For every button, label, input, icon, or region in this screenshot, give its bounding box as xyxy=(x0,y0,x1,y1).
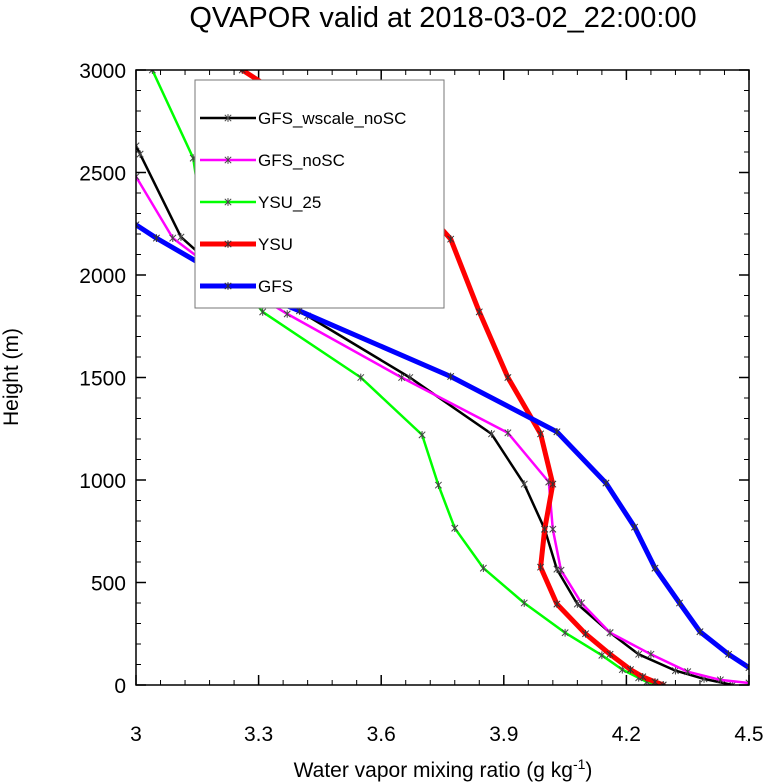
legend-label: YSU_25 xyxy=(258,193,321,212)
data-point-marker xyxy=(447,235,455,243)
legend-label: GFS xyxy=(258,277,293,296)
data-point-marker xyxy=(598,651,606,660)
x-tick-label: 4.5 xyxy=(734,723,763,746)
data-point-marker xyxy=(659,681,667,685)
data-point-marker xyxy=(169,234,177,242)
x-tick-label: 3.3 xyxy=(244,723,273,746)
data-point-marker xyxy=(716,676,724,684)
data-point-marker xyxy=(224,114,232,122)
data-point-marker xyxy=(136,150,144,158)
data-point-marker xyxy=(602,479,610,487)
data-point-marker xyxy=(684,667,692,676)
legend-label: GFS_wscale_noSC xyxy=(258,109,406,128)
data-point-marker xyxy=(504,429,512,437)
chart-title: QVAPOR valid at 2018-03-02_22:00:00 xyxy=(189,2,696,34)
data-point-marker xyxy=(283,310,291,318)
data-point-marker xyxy=(606,628,614,637)
data-point-marker xyxy=(398,373,406,382)
data-point-marker xyxy=(479,564,487,572)
x-tick-label: 3.9 xyxy=(489,723,518,746)
y-tick-label: 1500 xyxy=(79,368,126,391)
data-point-marker xyxy=(357,373,365,382)
data-point-marker xyxy=(577,599,586,607)
data-point-marker xyxy=(418,431,426,439)
x-tick-label: 3.6 xyxy=(367,723,396,746)
data-point-marker xyxy=(725,650,733,659)
data-point-marker xyxy=(606,650,614,659)
legend-item: YSU_25 xyxy=(200,193,321,212)
y-tick-label: 1000 xyxy=(79,470,126,493)
data-point-marker xyxy=(434,481,442,489)
data-point-marker xyxy=(136,172,140,181)
data-point-marker xyxy=(745,679,749,685)
legend-item: YSU xyxy=(200,235,293,254)
data-point-marker xyxy=(520,599,528,607)
data-point-marker xyxy=(537,563,545,571)
data-point-marker xyxy=(224,198,232,206)
data-point-marker xyxy=(581,629,590,638)
data-point-marker xyxy=(152,234,160,242)
data-point-marker xyxy=(647,650,655,659)
y-tick-label: 2500 xyxy=(79,163,126,186)
data-point-marker xyxy=(451,524,459,533)
data-point-marker xyxy=(671,666,679,675)
data-point-marker xyxy=(745,663,749,672)
data-point-marker xyxy=(696,627,704,636)
data-point-marker xyxy=(549,480,557,488)
data-point-marker xyxy=(635,650,643,659)
data-point-marker xyxy=(553,565,561,574)
y-tick-label: 2000 xyxy=(79,265,126,288)
data-point-marker xyxy=(557,566,565,575)
data-point-marker xyxy=(224,240,232,248)
data-point-marker xyxy=(553,427,561,436)
series-line xyxy=(239,70,666,685)
legend: GFS_wscale_noSC GFS_noSC YSU_25 YSU GFS xyxy=(194,79,445,309)
x-tick-label: 3 xyxy=(130,723,142,746)
legend-label: YSU xyxy=(258,235,293,254)
data-point-marker xyxy=(475,308,483,316)
legend-item: GFS xyxy=(200,277,293,296)
data-point-marker xyxy=(148,70,156,74)
data-point-marker xyxy=(549,525,557,534)
x-axis-label: Water vapor mixing ratio (g kg-1) xyxy=(294,756,593,782)
data-point-marker xyxy=(224,282,232,290)
data-point-marker xyxy=(259,308,267,316)
data-point-marker xyxy=(238,70,246,74)
data-point-marker xyxy=(553,600,561,608)
y-axis-label: Height (m) xyxy=(0,328,23,426)
series-YSU xyxy=(238,70,667,685)
data-point-marker xyxy=(447,372,455,381)
data-point-marker xyxy=(631,523,639,531)
legend-item: GFS_wscale_noSC xyxy=(200,109,406,128)
data-point-marker xyxy=(639,672,647,681)
data-point-marker xyxy=(487,430,496,438)
data-point-marker xyxy=(504,373,512,382)
data-point-marker xyxy=(136,220,140,229)
data-point-marker xyxy=(177,233,185,241)
data-point-marker xyxy=(541,525,549,534)
x-tick-label: 4.2 xyxy=(612,723,641,746)
y-tick-label: 0 xyxy=(114,675,126,698)
data-point-marker xyxy=(626,665,635,674)
data-point-marker xyxy=(561,628,569,637)
data-point-marker xyxy=(537,430,545,438)
data-point-marker xyxy=(651,564,659,572)
data-point-marker xyxy=(136,142,140,150)
data-point-marker xyxy=(675,599,684,607)
data-point-marker xyxy=(224,156,232,164)
data-point-marker xyxy=(520,480,528,488)
y-tick-label: 500 xyxy=(91,573,126,596)
legend-item: GFS_noSC xyxy=(200,151,345,170)
plot-frame xyxy=(135,69,750,686)
y-tick-label: 3000 xyxy=(79,60,126,83)
legend-label: GFS_noSC xyxy=(258,151,345,170)
